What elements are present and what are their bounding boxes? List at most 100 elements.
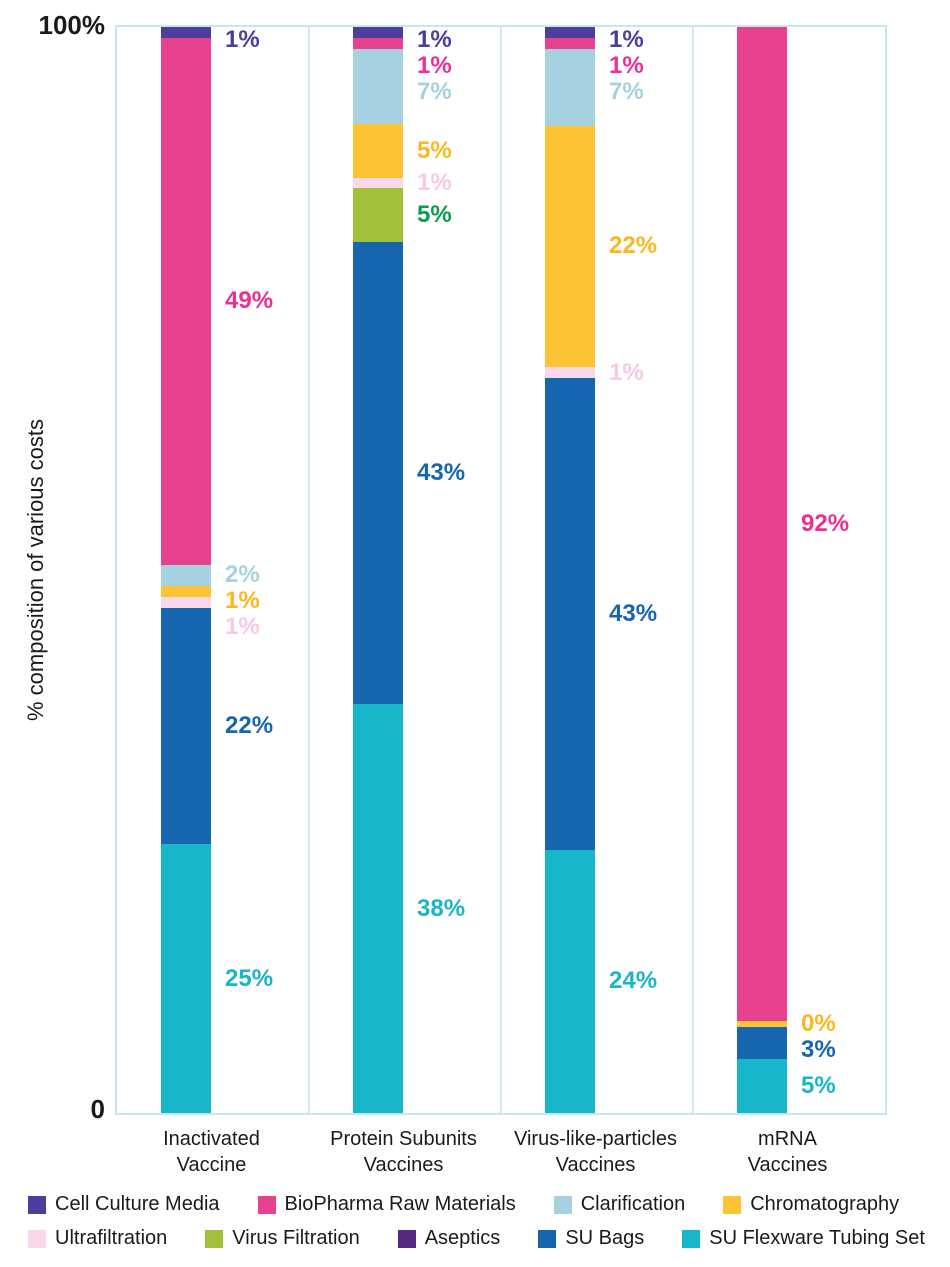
segment-value-label: 38% xyxy=(417,894,466,922)
segment-value-label: 1% xyxy=(417,26,452,53)
bar-segment xyxy=(161,607,211,845)
legend-label: SU Bags xyxy=(565,1227,645,1249)
legend-item: SU Flexware Tubing Set xyxy=(682,1227,925,1250)
legend-item: Chromatography xyxy=(723,1193,899,1216)
legend-label: Virus Filtration xyxy=(232,1227,360,1249)
legend-label: Ultrafiltration xyxy=(55,1227,168,1249)
legend-item: Virus Filtration xyxy=(205,1227,360,1250)
segment-value-label: 43% xyxy=(417,459,466,487)
legend-swatch-icon xyxy=(28,1229,46,1248)
category-label-line1: Virus-like-particles xyxy=(513,1128,677,1150)
legend-item: SU Bags xyxy=(538,1227,644,1250)
legend-label: Clarification xyxy=(580,1193,686,1215)
segment-value-label: 49% xyxy=(225,287,274,315)
y-axis-tick-100: 100% xyxy=(38,10,106,40)
category-label-line2: Vaccines xyxy=(555,1154,636,1176)
bar-segment xyxy=(545,48,595,126)
x-axis-category-label: Inactivated Vaccine xyxy=(115,1126,308,1178)
segment-value-label: 25% xyxy=(225,964,274,992)
legend: Cell Culture Media BioPharma Raw Material… xyxy=(28,1193,938,1261)
legend-label: BioPharma Raw Materials xyxy=(284,1193,516,1215)
stacked-bar xyxy=(545,27,595,1113)
category-separator-line xyxy=(692,27,694,1113)
category-label-line1: mRNA xyxy=(758,1128,817,1150)
legend-item: Cell Culture Media xyxy=(28,1193,220,1216)
category-label-line1: Inactivated xyxy=(163,1128,260,1150)
legend-item: Aseptics xyxy=(397,1227,501,1250)
category-separator-line xyxy=(308,27,310,1113)
bar-segment xyxy=(161,37,211,565)
bar-segment xyxy=(545,849,595,1113)
segment-value-label: 22% xyxy=(609,232,658,260)
plot-area: 1% 49% 2% 1% 1% 22% 25% 1% 1% 7% 5% 1% 5% 43% 38% 1% 1% 7… xyxy=(115,25,887,1115)
legend-swatch-icon xyxy=(28,1195,46,1214)
legend-item: Ultrafiltration xyxy=(28,1227,167,1250)
legend-swatch-icon xyxy=(723,1195,742,1214)
legend-swatch-icon xyxy=(205,1229,224,1248)
bar-segment xyxy=(545,367,595,379)
bar-segment xyxy=(161,844,211,1113)
bar-segment xyxy=(161,27,211,38)
x-axis-category-label: Protein Subunits Vaccines xyxy=(307,1126,500,1178)
legend-label: SU Flexware Tubing Set xyxy=(709,1227,925,1249)
segment-value-label: 3% xyxy=(801,1035,836,1063)
legend-label: Aseptics xyxy=(424,1227,501,1249)
bar-segment xyxy=(353,177,403,189)
legend-swatch-icon xyxy=(538,1229,557,1248)
segment-value-label: 22% xyxy=(225,711,274,739)
segment-value-label: 2% xyxy=(225,561,260,589)
bar-segment xyxy=(545,125,595,368)
bar-segment xyxy=(353,704,403,1113)
legend-swatch-icon xyxy=(257,1195,276,1214)
legend-swatch-icon xyxy=(397,1229,416,1248)
segment-value-label: 1% xyxy=(609,358,644,386)
legend-label: Cell Culture Media xyxy=(55,1193,220,1215)
x-axis-category-label: Virus-like-particles Vaccines xyxy=(499,1126,692,1178)
bar-segment xyxy=(545,378,595,850)
segment-value-label: 1% xyxy=(417,168,452,196)
segment-value-label: 1% xyxy=(417,52,452,79)
bar-segment xyxy=(161,586,211,597)
x-axis-labels: Inactivated Vaccine Protein Subunits Vaccin… xyxy=(115,1126,887,1186)
segment-value-label: 43% xyxy=(609,599,658,627)
bar-segment xyxy=(737,1058,787,1113)
segment-value-label: 1% xyxy=(225,26,260,53)
bar-segment xyxy=(737,1021,787,1027)
legend-row: Ultrafiltration Virus Filtration Aseptics S… xyxy=(28,1227,938,1250)
segment-value-label: 1% xyxy=(609,52,644,79)
bar-segment xyxy=(161,564,211,587)
bar-segment xyxy=(353,242,403,705)
legend-item: BioPharma Raw Materials xyxy=(257,1193,516,1216)
segment-value-label: 5% xyxy=(801,1071,836,1099)
legend-swatch-icon xyxy=(553,1195,572,1214)
segment-value-label: 1% xyxy=(225,613,260,641)
legend-item: Clarification xyxy=(553,1193,686,1216)
legend-swatch-icon xyxy=(682,1229,701,1248)
segment-value-label: 0% xyxy=(801,1009,836,1037)
category-separator-line xyxy=(500,27,502,1113)
y-axis-title: % composition of various costs xyxy=(23,418,48,722)
segment-value-label: 7% xyxy=(609,78,644,105)
category-label-line2: Vaccine xyxy=(176,1154,247,1176)
bar-segment xyxy=(353,37,403,49)
segment-value-label: 7% xyxy=(417,78,452,105)
bar-segment xyxy=(545,37,595,49)
y-axis-tick-0: 0 xyxy=(90,1094,105,1124)
segment-value-label: 1% xyxy=(225,587,260,615)
stacked-bar xyxy=(353,27,403,1113)
bar-segment xyxy=(737,27,787,1022)
segment-value-label: 24% xyxy=(609,967,658,995)
stacked-bar xyxy=(161,27,211,1113)
bar-segment xyxy=(353,188,403,243)
segment-value-label: 5% xyxy=(417,136,452,164)
category-label-line2: Vaccines xyxy=(363,1154,444,1176)
bar-segment xyxy=(161,596,211,608)
segment-value-label: 5% xyxy=(417,201,452,229)
bar-segment xyxy=(353,123,403,178)
bar-segment xyxy=(737,1026,787,1059)
x-axis-category-label: mRNA Vaccines xyxy=(691,1126,884,1178)
bar-segment xyxy=(353,27,403,38)
legend-row: Cell Culture Media BioPharma Raw Material… xyxy=(28,1193,938,1216)
category-label-line1: Protein Subunits xyxy=(330,1128,477,1150)
